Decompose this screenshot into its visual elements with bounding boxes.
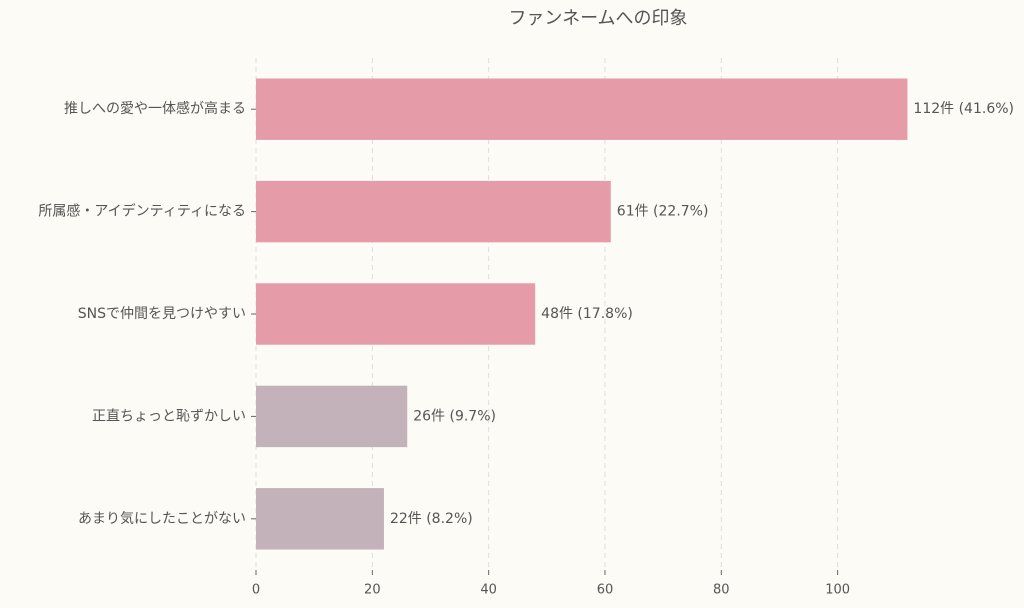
y-tick-label: SNSで仲間を見つけやすい <box>78 306 246 322</box>
x-tick-label: 20 <box>364 583 381 598</box>
y-tick-label: あまり気にしたことがない <box>78 511 246 527</box>
x-tick-label: 60 <box>597 583 614 598</box>
y-tick-label: 推しへの愛や一体感が高まる <box>64 100 246 117</box>
x-tick-label: 40 <box>480 583 497 598</box>
value-label: 22件 (8.2%) <box>390 511 473 527</box>
x-tick-label: 0 <box>252 583 260 598</box>
value-label: 112件 (41.6%) <box>913 101 1014 117</box>
x-tick-label: 80 <box>713 583 730 598</box>
bar <box>256 78 908 140</box>
value-label: 48件 (17.8%) <box>541 306 633 322</box>
value-label: 26件 (9.7%) <box>413 408 496 424</box>
bar <box>256 283 536 345</box>
bar <box>256 488 384 550</box>
x-tick-label: 100 <box>825 583 850 598</box>
y-tick-label: 正直ちょっと恥ずかしい <box>92 407 246 424</box>
bar <box>256 385 408 448</box>
value-label: 61件 (22.7%) <box>617 204 709 220</box>
y-tick-label: 所属感・アイデンティティになる <box>38 203 246 220</box>
chart-title: ファンネームへの印象 <box>508 8 687 29</box>
bar <box>256 180 611 243</box>
